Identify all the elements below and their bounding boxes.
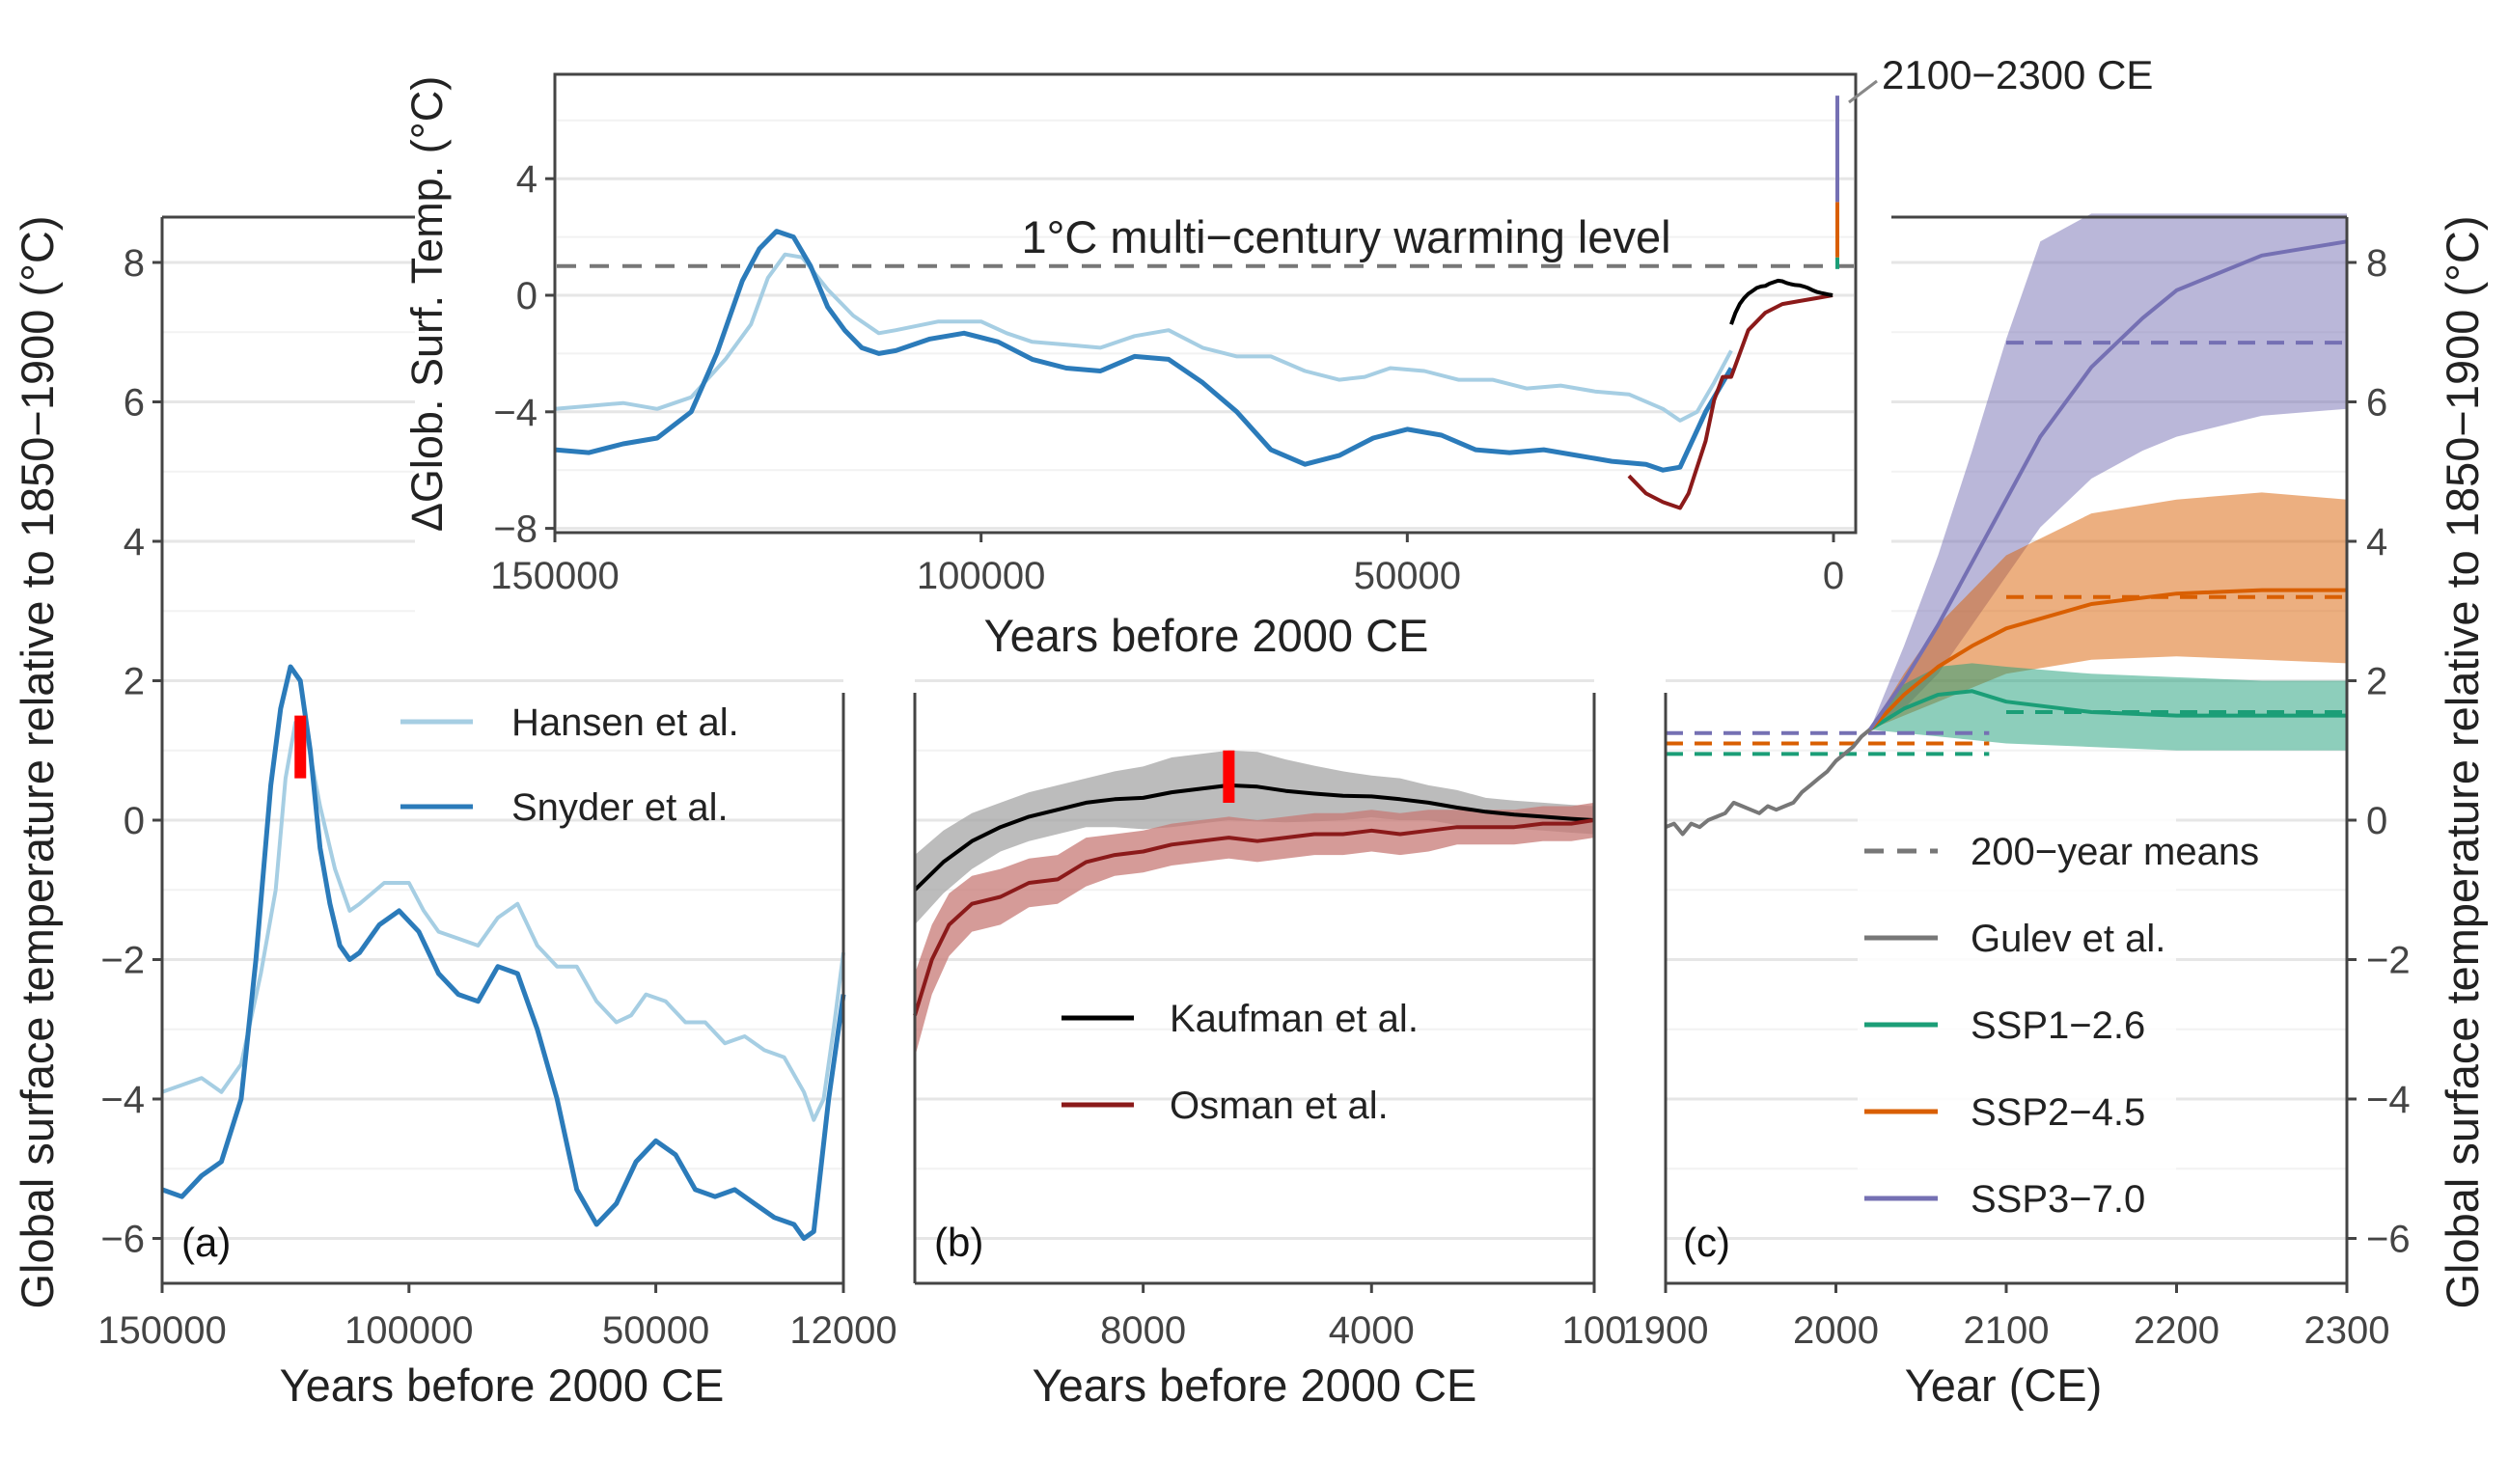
panel-b-x-tick-label: 100 bbox=[1562, 1309, 1627, 1352]
panel-b-legend: Kaufman et al. Osman et al. bbox=[1062, 998, 1419, 1127]
left-y-tick-label: 2 bbox=[124, 661, 145, 703]
inset-osman-line bbox=[1627, 293, 1834, 510]
left-y-tick-label: 6 bbox=[124, 382, 145, 425]
panel-c-legend-label: 200−year means bbox=[1971, 831, 2259, 873]
panel-b-x-tick-label: 8000 bbox=[1100, 1309, 1186, 1352]
kaufman-line bbox=[913, 783, 1595, 892]
panel-c-legend-label: SSP2−4.5 bbox=[1971, 1091, 2145, 1134]
panel-c-legend-background bbox=[1858, 812, 2176, 1223]
ssp126-line bbox=[1868, 689, 2347, 731]
inset-x-tick-label: 150000 bbox=[490, 555, 619, 597]
panel-c-x-tick-label: 2300 bbox=[2304, 1309, 2390, 1352]
panel-a-legend-label: Snyder et al. bbox=[511, 786, 729, 829]
ssp370-line bbox=[1868, 239, 2348, 731]
panel-a-legend-label: Hansen et al. bbox=[511, 701, 739, 744]
right-y-tick-label: 4 bbox=[2366, 521, 2387, 563]
panel-a-x-tick-label: 12000 bbox=[789, 1309, 896, 1352]
panel-a-x-tick-label: 150000 bbox=[97, 1309, 226, 1352]
left-y-tick-label: −2 bbox=[100, 940, 145, 982]
panel-b-label: (b) bbox=[934, 1220, 983, 1265]
panel-c-x-tick-label: 2100 bbox=[1964, 1309, 2050, 1352]
right-y-tick-label: −2 bbox=[2366, 940, 2411, 982]
right-y-tick-label: 8 bbox=[2366, 242, 2387, 285]
kaufman-uncertainty-band bbox=[915, 750, 1594, 925]
left-y-tick-label: 0 bbox=[124, 800, 145, 842]
inset-frame bbox=[553, 72, 1858, 535]
panel-a-x-tick-label: 100000 bbox=[345, 1309, 473, 1352]
inset-x-tick-label: 50000 bbox=[1354, 555, 1461, 597]
inset-x-tick-label: 100000 bbox=[917, 555, 1045, 597]
ssp126-range-band bbox=[1869, 663, 2347, 751]
inset-snyder-line bbox=[554, 229, 1734, 473]
inset-kaufman-line bbox=[1729, 278, 1834, 325]
panel-c-legend-label: SSP3−7.0 bbox=[1971, 1178, 2145, 1221]
left-y-tick-label: −6 bbox=[100, 1219, 145, 1261]
panel-c-x-tick-label: 2000 bbox=[1793, 1309, 1879, 1352]
panel-b-legend-label: Kaufman et al. bbox=[1170, 998, 1419, 1040]
inset-background bbox=[415, 53, 1891, 651]
inset-future-annotation: 2100−2300 CE bbox=[1882, 52, 2153, 97]
panel-a-series bbox=[161, 664, 846, 1241]
inset-warming-annotation: 1°C multi−century warming level bbox=[1021, 211, 1670, 262]
right-axis-label: Global surface temperature relative to 1… bbox=[2437, 215, 2488, 1308]
left-y-tick-label: 8 bbox=[124, 242, 145, 285]
right-y-tick-label: 2 bbox=[2366, 661, 2387, 703]
panel-c-series bbox=[1665, 213, 2348, 837]
inset-y-tick-label: 4 bbox=[516, 158, 538, 201]
osman-line bbox=[913, 818, 1595, 1016]
left-axis-label: Global surface temperature relative to 1… bbox=[12, 215, 63, 1308]
inset-x-label: Years before 2000 CE bbox=[984, 610, 1429, 661]
panel-a-label: (a) bbox=[181, 1220, 231, 1265]
panel-c: (c) 200−year means Gulev et al. SSP1−2.6 SS… bbox=[1664, 213, 2349, 1411]
inset-x-tick-label: 0 bbox=[1823, 555, 1844, 597]
panel-a-x-tick-label: 50000 bbox=[602, 1309, 709, 1352]
left-y-ticks: 8 6 4 2 0 −2 −4 −6 bbox=[100, 242, 162, 1261]
hansen-line bbox=[161, 720, 845, 1122]
inset-future-leader bbox=[1848, 79, 1878, 104]
ssp370-range-band bbox=[1869, 213, 2347, 730]
panel-c-legend-label: Gulev et al. bbox=[1971, 918, 2165, 960]
inset-y-label: ΔGlob. Surf. Temp. (°C) bbox=[402, 76, 452, 532]
inset-hansen-line bbox=[554, 252, 1733, 423]
inset-y-tick-label: −4 bbox=[493, 392, 538, 434]
inset-y-tick-label: 0 bbox=[516, 275, 538, 317]
left-y-tick-label: −4 bbox=[100, 1079, 145, 1121]
inset-y-tick-label: −8 bbox=[493, 508, 538, 551]
panel-b-series bbox=[913, 750, 1595, 1058]
inset-series bbox=[554, 96, 1854, 510]
panel-b-x-label: Years before 2000 CE bbox=[1033, 1360, 1477, 1411]
panel-c-legend: 200−year means Gulev et al. SSP1−2.6 SSP2−4… bbox=[1858, 812, 2259, 1223]
gulev-line bbox=[1665, 728, 1872, 837]
snyder-line bbox=[161, 664, 846, 1241]
osman-uncertainty-band bbox=[915, 802, 1594, 1058]
panel-c-x-tick-label: 1900 bbox=[1623, 1309, 1709, 1352]
ssp245-line bbox=[1868, 588, 2347, 731]
right-y-ticks: 8 6 4 2 0 −2 −4 −6 bbox=[2347, 242, 2411, 1261]
panel-c-label: (c) bbox=[1683, 1220, 1730, 1265]
panel-c-x-label: Year (CE) bbox=[1905, 1360, 2103, 1411]
right-y-tick-label: −4 bbox=[2366, 1079, 2411, 1121]
panel-c-legend-label: SSP1−2.6 bbox=[1971, 1004, 2145, 1047]
panel-c-x-tick-label: 2200 bbox=[2134, 1309, 2220, 1352]
right-y-tick-label: −6 bbox=[2366, 1219, 2411, 1261]
panel-b-x-tick-label: 4000 bbox=[1329, 1309, 1415, 1352]
left-y-tick-label: 4 bbox=[124, 521, 145, 563]
right-y-tick-label: 6 bbox=[2366, 382, 2387, 425]
panel-a-x-label: Years before 2000 CE bbox=[280, 1360, 725, 1411]
right-y-tick-label: 0 bbox=[2366, 800, 2387, 842]
panel-b-legend-label: Osman et al. bbox=[1170, 1085, 1389, 1127]
panel-a-legend: Hansen et al. Snyder et al. bbox=[400, 701, 739, 829]
